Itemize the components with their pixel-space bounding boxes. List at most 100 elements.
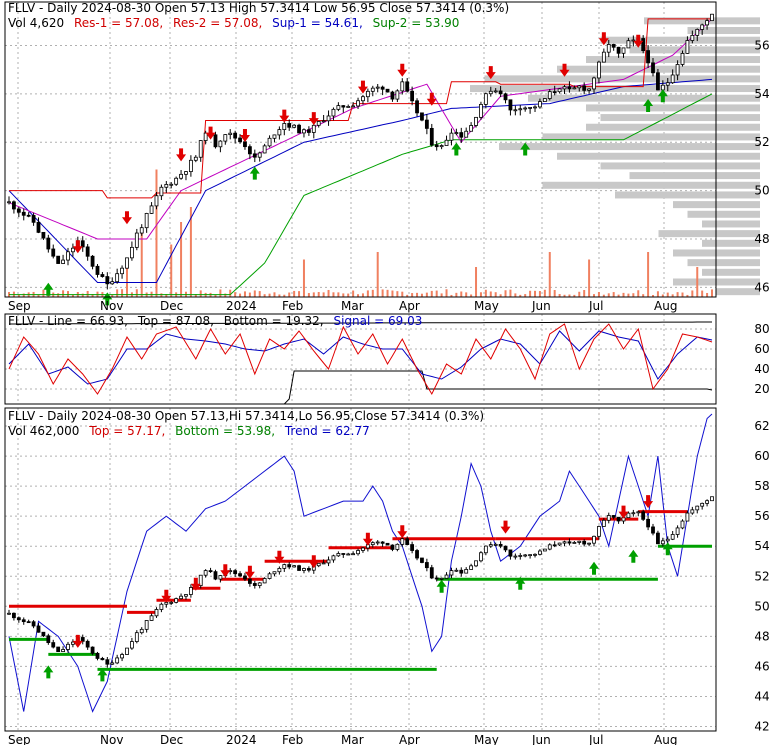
- candle-body: [488, 544, 493, 547]
- candle-body: [179, 173, 183, 179]
- candle-body: [12, 201, 16, 210]
- candle-body: [100, 658, 105, 661]
- volume-bar: [342, 293, 345, 297]
- volume-bar: [278, 294, 281, 297]
- buy-arrow: [628, 549, 639, 563]
- buy-arrow: [643, 98, 654, 112]
- candle-body: [351, 105, 356, 108]
- volume-bar: [538, 291, 541, 297]
- candle-body: [120, 654, 124, 659]
- volume-bar: [627, 293, 630, 297]
- support-line: [9, 93, 713, 296]
- candle-body: [705, 20, 709, 26]
- volume-bar: [470, 294, 473, 297]
- candle-body: [665, 82, 670, 86]
- candle-body: [474, 116, 478, 126]
- candle-body: [21, 619, 26, 623]
- res2-label: Res-2 = 57.08,: [173, 16, 262, 30]
- candle-body: [282, 564, 287, 569]
- candle-body: [21, 211, 26, 216]
- volume-bar: [224, 293, 227, 297]
- trend-volume: Vol 462,000: [8, 424, 79, 438]
- candle-body: [528, 554, 533, 557]
- volume-bar: [632, 293, 635, 297]
- candle-body: [606, 44, 611, 53]
- candle-body: [80, 637, 85, 642]
- osc-signal-label: Signal = 69.03: [333, 314, 422, 328]
- candle-body: [130, 246, 134, 259]
- candle-body: [115, 657, 120, 664]
- candle-body: [700, 502, 705, 507]
- candle-body: [31, 621, 36, 627]
- candle-body: [626, 40, 631, 49]
- volume-bar: [509, 289, 512, 297]
- trend-x-tick-label: Jun: [531, 733, 551, 745]
- candle-body: [257, 152, 262, 158]
- candle-body: [184, 171, 188, 175]
- trend-x-tick-label: Feb: [282, 733, 303, 745]
- volume-bar: [42, 289, 45, 297]
- volume-bar: [652, 294, 655, 297]
- volume-bar: [121, 289, 124, 297]
- sell-arrow: [397, 525, 408, 539]
- trend-x-tick-label: May: [474, 733, 499, 745]
- candle-body: [542, 98, 547, 102]
- candle-body: [685, 512, 690, 522]
- candle-body: [424, 119, 429, 129]
- volume-bar: [534, 290, 537, 297]
- candle-body: [105, 659, 110, 665]
- candle-body: [710, 496, 714, 502]
- volume-profile-bar: [528, 94, 760, 102]
- volume-bar: [293, 290, 296, 297]
- volume-bar: [391, 290, 394, 297]
- candle-body: [213, 571, 218, 580]
- osc-top-label: Top = 87.08,: [137, 314, 214, 328]
- candle-body: [680, 53, 685, 65]
- trend-x-tick-label: Dec: [160, 733, 183, 745]
- candle-body: [469, 125, 474, 132]
- volume-bar: [253, 290, 256, 297]
- volume-bar: [420, 293, 423, 297]
- candle-body: [247, 578, 252, 584]
- candle-body: [508, 549, 513, 557]
- candle-body: [572, 87, 577, 90]
- volume-bar: [494, 292, 497, 297]
- trend-y-tick-label: 58: [754, 479, 769, 493]
- volume-bar: [194, 294, 197, 297]
- volume-bar: [401, 291, 404, 297]
- candle-body: [26, 214, 31, 217]
- volume-bar: [553, 290, 556, 297]
- candle-body: [577, 85, 582, 89]
- volume-bar: [170, 244, 173, 297]
- candle-body: [233, 132, 238, 139]
- candle-body: [361, 547, 365, 551]
- trend-x-tick-label: Sep: [8, 733, 31, 745]
- candle-body: [228, 132, 233, 135]
- volume-bar: [489, 291, 492, 297]
- price-x-tick-label: Sep: [8, 299, 31, 313]
- sell-arrow: [244, 565, 255, 579]
- sell-arrow: [500, 520, 511, 534]
- candle-body: [503, 93, 508, 101]
- price-y-tick-label: 50: [754, 184, 769, 198]
- sell-arrow: [362, 532, 373, 546]
- candle-body: [592, 77, 596, 90]
- volume-bar: [656, 291, 659, 297]
- candle-body: [390, 91, 395, 100]
- candle-body: [587, 88, 591, 91]
- candle-body: [139, 227, 144, 234]
- volume-bar: [189, 207, 192, 297]
- price-header-line2: Vol 4,620 Res-1 = 57.08, Res-2 = 57.08, …: [8, 16, 459, 30]
- volume-bar: [239, 293, 242, 297]
- sell-arrow: [308, 555, 319, 569]
- candle-body: [508, 99, 513, 111]
- volume-bar: [593, 294, 596, 297]
- buy-arrow: [43, 665, 54, 679]
- candle-body: [538, 550, 542, 555]
- candle-body: [144, 620, 149, 630]
- candle-body: [429, 567, 434, 579]
- candle-body: [483, 93, 488, 105]
- buy-arrow: [97, 668, 108, 682]
- volume-bar: [263, 294, 266, 297]
- candle-body: [80, 240, 85, 248]
